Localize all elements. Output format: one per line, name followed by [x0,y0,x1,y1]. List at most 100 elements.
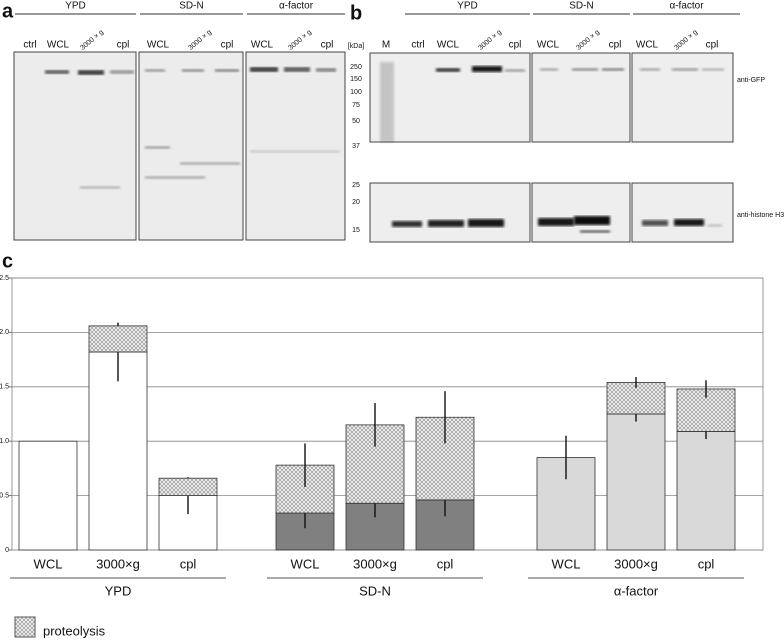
lane-label: 3000 × g [673,29,699,52]
band [284,67,310,72]
blot [531,52,631,143]
band [180,162,240,165]
y-tick-label: 2.5 [0,275,9,282]
blot [369,52,531,143]
band [145,146,170,149]
group-label: SD-N [179,1,203,12]
panel-label: c [2,250,13,272]
x-tick-label: 3000×g [96,556,140,571]
antibody-label: anti-histone H3 [737,212,784,219]
lane-label: 3000 × g [287,29,313,52]
band [640,68,660,71]
band [250,150,340,153]
band [45,70,69,74]
lane-label: M [382,40,390,51]
marker-label: 50 [352,118,360,125]
marker-label: 75 [352,102,360,109]
marker-label: 250 [350,64,362,71]
lane-label: WCL [437,40,460,51]
blot [369,182,531,243]
band [672,68,698,71]
lane-label: WCL [147,40,170,51]
antibody-label: anti-GFP [737,77,765,84]
bar-segment [415,416,475,501]
band [468,219,504,227]
band [316,68,336,72]
lane-label: WCL [537,40,560,51]
band [574,216,610,225]
band [182,69,204,72]
band [642,220,668,226]
x-tick-label: 3000×g [353,556,397,571]
band [145,176,205,179]
band [472,66,502,72]
x-tick-label: WCL [291,556,320,571]
lane-label: WCL [251,40,274,51]
lane-label: cpl [117,40,130,51]
marker-label: 37 [352,143,360,150]
marker-label: 100 [350,89,362,96]
group-label: YPD [457,1,478,12]
lane-label: WCL [47,40,70,51]
bar-segment [88,351,148,551]
band [215,69,239,72]
blot [13,51,137,241]
bar-segment [158,477,218,496]
y-tick-label: 0.5 [0,492,9,499]
band [428,220,464,227]
x-tick-label: WCL [552,556,581,571]
legend-swatch [14,616,36,638]
lane-label: cpl [221,40,234,51]
marker-label: 15 [352,227,360,234]
y-tick-label: 1.5 [0,384,9,391]
lane-label: cpl [706,40,719,51]
legend-label: proteolysis [43,623,106,638]
x-tick-label: cpl [698,556,715,571]
blot [531,182,631,243]
band [702,68,724,71]
band [540,68,558,71]
band [674,219,704,226]
band [145,69,165,72]
bar-segment [606,413,666,551]
band [708,224,722,227]
band [392,221,422,227]
y-tick-label: 2.0 [0,329,9,336]
marker-label: 150 [350,76,362,83]
lane-label: WCL [636,40,659,51]
lane-label: cpl [609,40,622,51]
lane-label: ctrl [23,40,36,51]
marker-label: 25 [352,182,360,189]
bar-segment [676,431,736,551]
band [572,68,598,71]
band [110,70,134,74]
x-tick-label: cpl [180,556,197,571]
y-tick-label: 1.0 [0,438,9,445]
group-label: α-factor [614,583,659,598]
marker-label: 20 [352,199,360,206]
band [602,68,624,71]
band [80,186,120,189]
band [538,218,574,226]
lane-label: ctrl [411,40,424,51]
y-tick-label: 0 [5,547,9,554]
group-label: SD-N [359,583,391,598]
x-tick-label: cpl [437,556,454,571]
group-label: SD-N [569,1,593,12]
group-label: α-factor [669,1,704,12]
bar-segment [88,325,148,353]
unit-label: [kDa] [348,43,364,50]
lane-label: 3000 × g [477,29,503,52]
lane-label: cpl [509,40,522,51]
panel-label: a [2,0,14,22]
panel-label: b [350,2,362,24]
band [580,230,610,233]
lane-label: 3000 × g [79,29,105,52]
band [505,69,525,72]
group-label: YPD [65,1,86,12]
lane-label: 3000 × g [187,29,213,52]
band [78,70,104,75]
bar-segment [18,440,78,551]
band [250,67,278,72]
